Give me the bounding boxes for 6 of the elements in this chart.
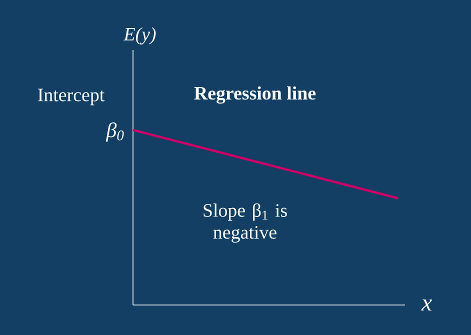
y-axis-title: E(y) bbox=[124, 27, 156, 44]
annotation: β$_{0}$ bbox=[106, 122, 124, 142]
x-axis-title: x bbox=[421, 300, 432, 310]
annotation: Slope β$_{1}$ is negative bbox=[204, 203, 287, 243]
text: Intercept bbox=[38, 88, 105, 106]
text: Regression line bbox=[194, 86, 316, 104]
